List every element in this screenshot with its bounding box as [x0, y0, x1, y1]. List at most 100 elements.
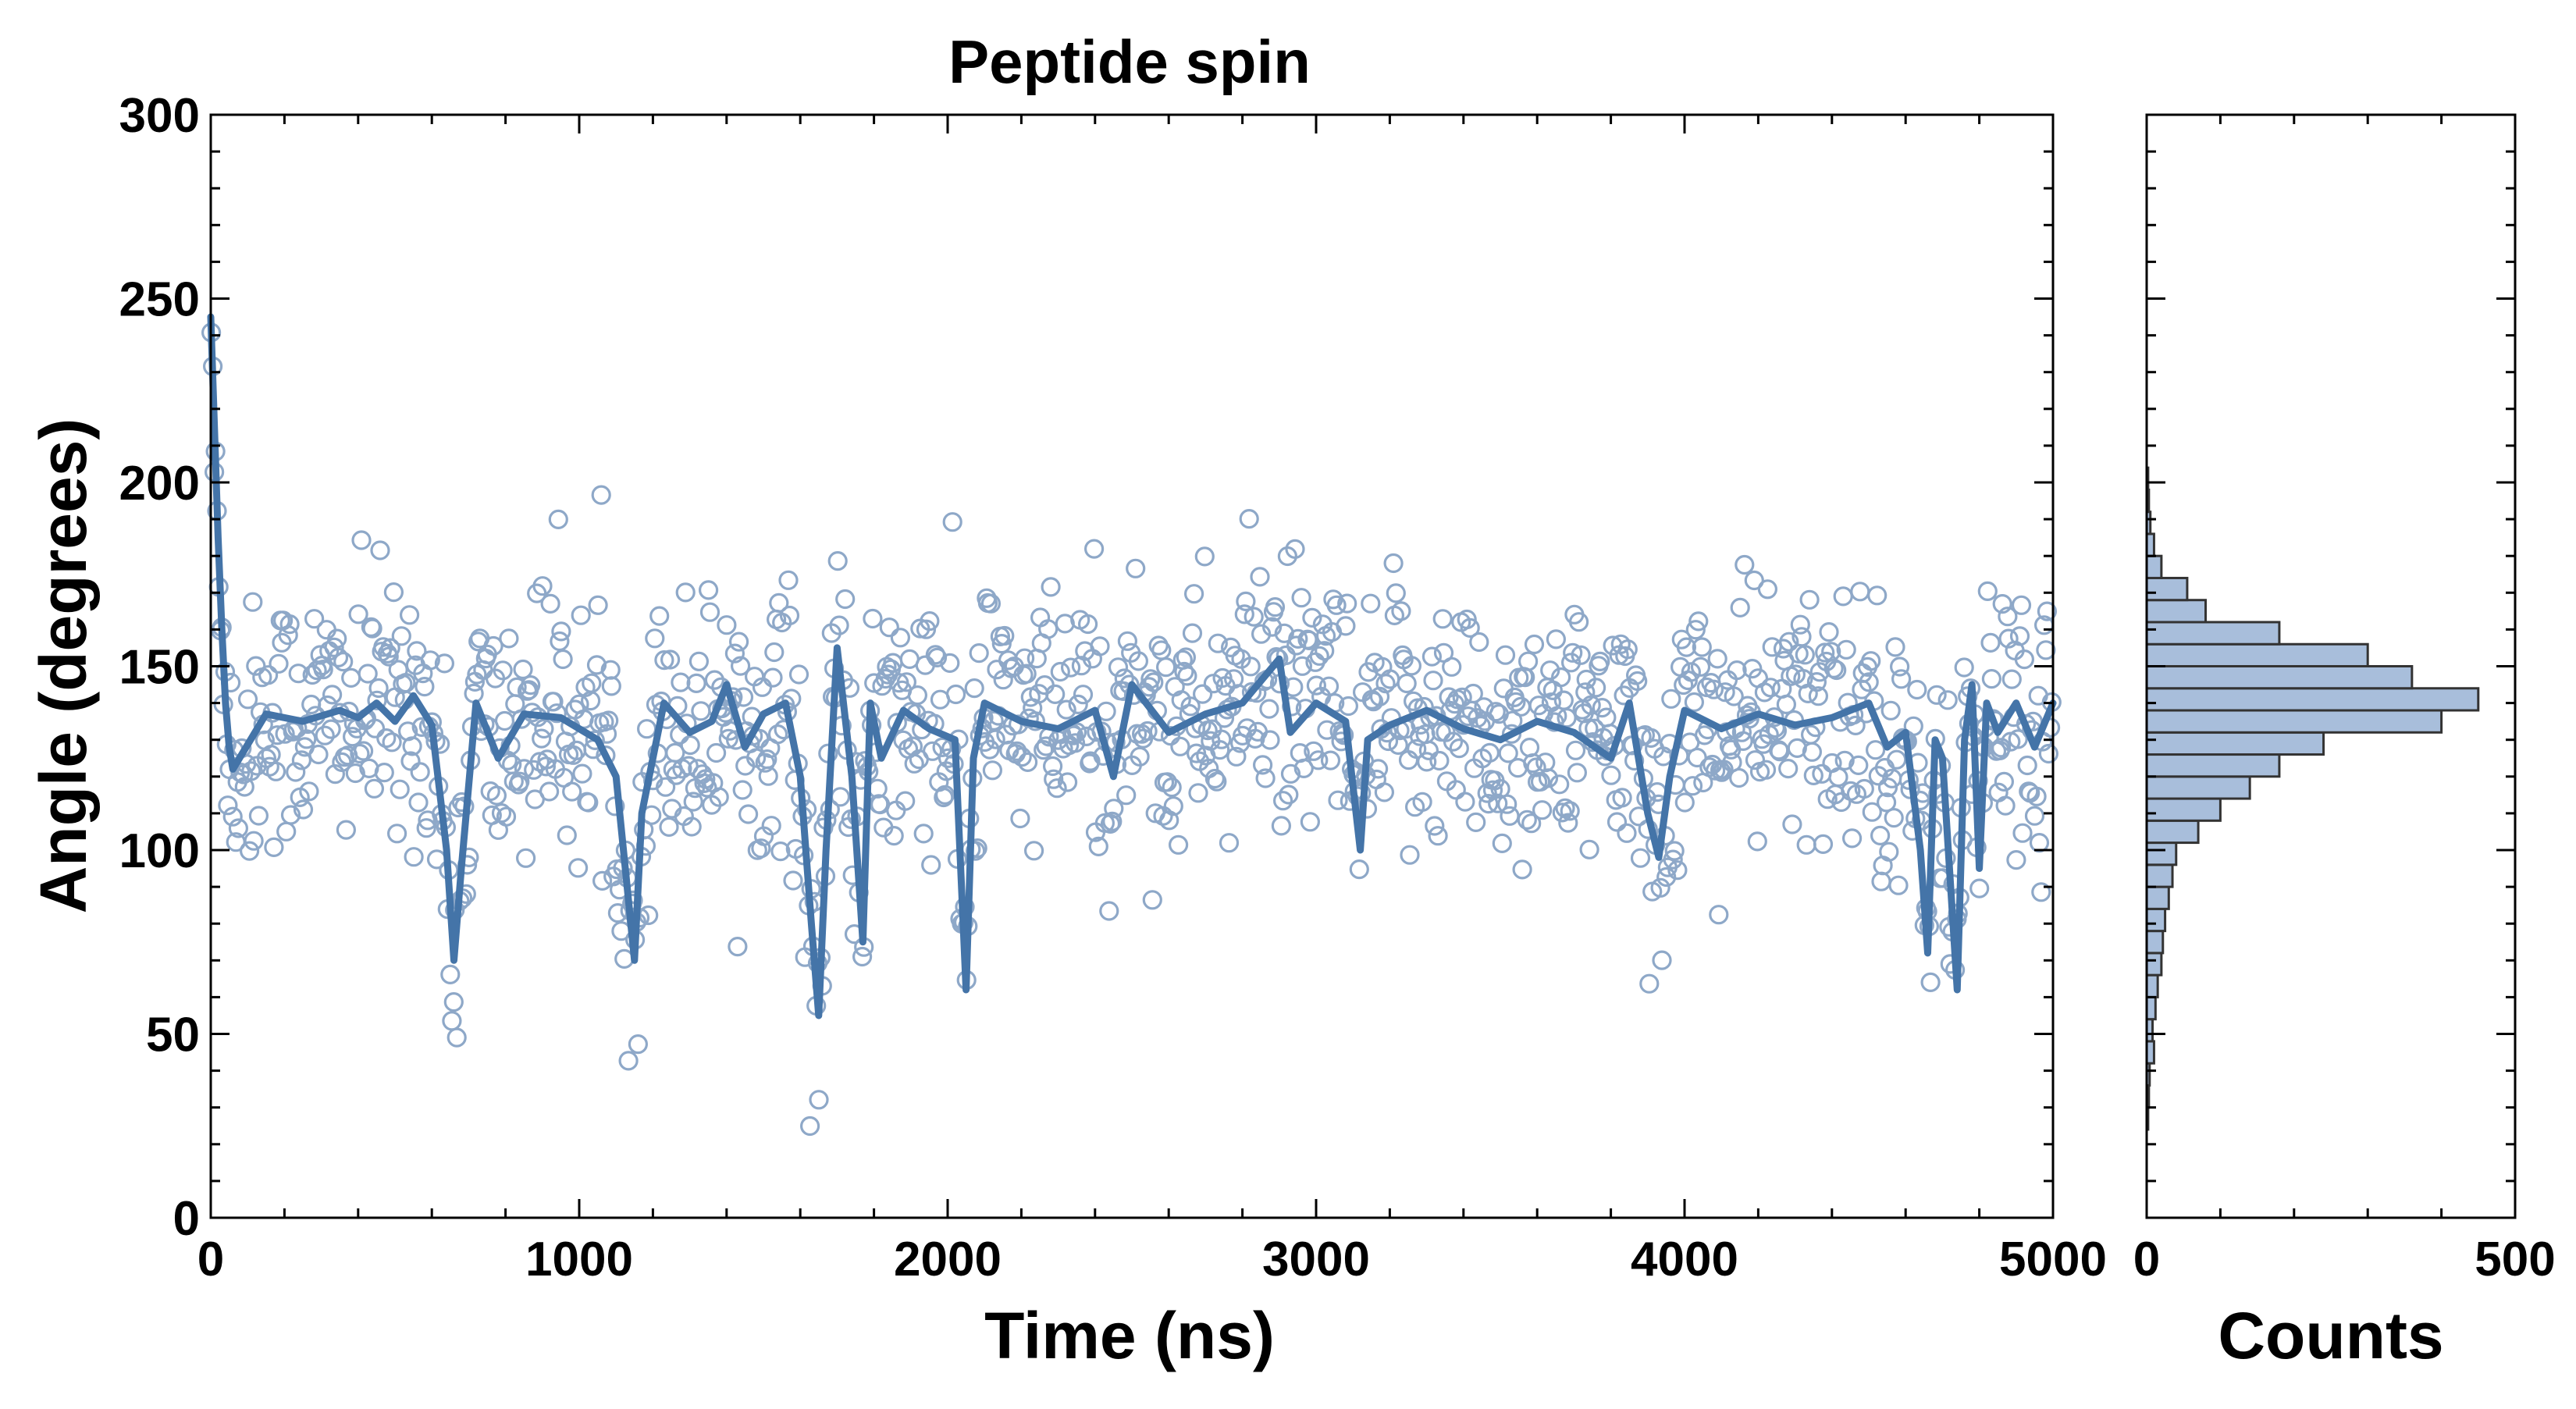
data-point — [1425, 816, 1445, 836]
data-point — [1139, 677, 1159, 697]
data-point — [1729, 767, 1749, 788]
data-point — [2037, 601, 2057, 621]
data-point — [1998, 628, 2019, 649]
data-point — [1250, 567, 1270, 587]
data-point — [927, 647, 948, 668]
data-point — [758, 766, 778, 786]
data-point — [1320, 750, 1341, 770]
data-point — [1117, 631, 1138, 651]
data-point — [875, 668, 895, 689]
data-point — [675, 582, 696, 603]
data-point — [368, 678, 389, 699]
data-point — [1057, 772, 1078, 792]
data-point — [761, 816, 781, 836]
data-point — [934, 785, 955, 805]
data-point — [1083, 539, 1105, 559]
data-point — [1259, 699, 1279, 719]
data-point — [328, 647, 349, 668]
data-point — [493, 660, 513, 681]
data-point — [829, 615, 849, 635]
data-point — [1866, 740, 1886, 760]
data-point — [1495, 645, 1516, 665]
histogram-bar — [2145, 775, 2251, 800]
data-point — [907, 685, 928, 706]
data-point — [1861, 651, 1881, 671]
data-point — [291, 750, 311, 770]
data-point — [1887, 749, 1907, 770]
data-point — [1927, 685, 1947, 705]
histogram-bar — [2145, 841, 2178, 866]
data-point — [1488, 793, 1508, 813]
data-point — [717, 615, 737, 635]
data-point — [799, 1115, 820, 1137]
data-point — [596, 724, 617, 744]
data-point — [324, 637, 344, 657]
data-point — [1538, 768, 1559, 788]
data-point — [1803, 765, 1823, 786]
data-point — [1606, 812, 1628, 832]
data-point — [1219, 833, 1240, 853]
data-point — [293, 799, 314, 820]
data-point — [1429, 750, 1450, 771]
data-point — [2001, 669, 2022, 689]
data-point — [299, 781, 319, 802]
data-point — [350, 743, 370, 764]
data-point — [1870, 825, 1891, 846]
data-point — [1778, 758, 1799, 779]
data-point — [1581, 695, 1601, 716]
data-point — [1550, 774, 1570, 795]
data-point — [1578, 718, 1599, 738]
data-point — [404, 847, 424, 867]
data-point — [562, 781, 582, 802]
data-point — [1088, 836, 1108, 857]
data-point — [1571, 645, 1591, 665]
data-point — [1128, 651, 1149, 671]
data-point — [1776, 694, 1796, 715]
data-point — [390, 779, 410, 799]
data-point — [1326, 595, 1347, 615]
data-point — [1827, 660, 1847, 681]
data-point — [1506, 692, 1526, 713]
data-point — [1208, 633, 1228, 653]
data-point — [288, 664, 308, 684]
data-point — [1016, 664, 1037, 684]
data-point — [1045, 684, 1066, 705]
x-axis-tick-labels: 0 1000 2000 3000 4000 5000 — [197, 1233, 2107, 1286]
data-point — [718, 728, 738, 749]
data-point — [1585, 678, 1606, 698]
data-point — [1170, 736, 1190, 756]
data-point — [1378, 731, 1399, 752]
data-point — [1994, 771, 2014, 792]
data-point — [364, 778, 384, 799]
data-point — [1815, 642, 1835, 663]
data-point — [1828, 767, 1848, 788]
data-point — [2009, 626, 2030, 646]
data-point — [1639, 973, 1660, 994]
data-point — [691, 701, 711, 721]
data-point — [683, 792, 703, 812]
data-point — [655, 777, 676, 797]
data-point — [666, 765, 686, 785]
histogram-bar — [2145, 554, 2163, 579]
data-point — [297, 729, 317, 749]
data-point — [1265, 596, 1286, 617]
data-point — [553, 649, 573, 670]
data-point — [315, 725, 335, 745]
data-point — [1848, 755, 1869, 776]
data-point — [483, 635, 503, 656]
data-point — [1338, 696, 1359, 717]
data-point — [1742, 658, 1763, 679]
data-point — [1791, 627, 1812, 647]
data-point — [1757, 579, 1777, 600]
histogram-bar — [2145, 665, 2414, 690]
data-point — [1452, 687, 1472, 707]
data-point — [1194, 546, 1215, 567]
data-point — [365, 718, 386, 738]
data-point — [738, 804, 759, 824]
data-point — [1174, 661, 1194, 682]
data-point — [1368, 759, 1389, 779]
y-tick-label: 100 — [119, 824, 200, 878]
x-tick-label: 5000 — [1999, 1233, 2107, 1286]
data-point — [686, 673, 706, 694]
data-point — [1485, 702, 1506, 722]
